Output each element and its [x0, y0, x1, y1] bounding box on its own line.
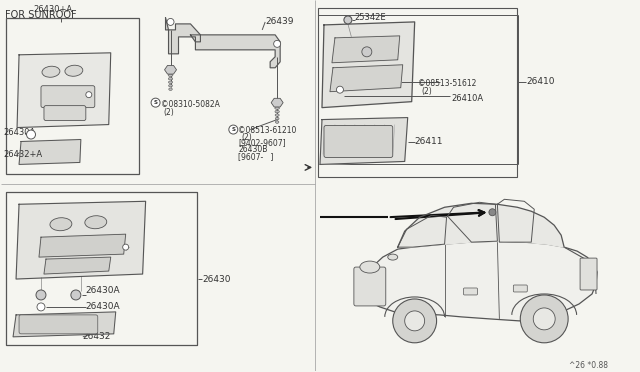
Circle shape — [520, 295, 568, 343]
Ellipse shape — [275, 110, 279, 113]
Bar — [6, 18, 139, 174]
Text: 26411: 26411 — [415, 137, 443, 146]
Polygon shape — [191, 35, 280, 68]
Ellipse shape — [360, 261, 380, 273]
Circle shape — [393, 299, 436, 343]
Ellipse shape — [275, 103, 280, 106]
Circle shape — [344, 16, 352, 24]
Circle shape — [86, 92, 92, 98]
Text: [9402-9607]: [9402-9607] — [238, 138, 286, 148]
Text: 26432+A: 26432+A — [3, 150, 42, 159]
Text: S: S — [154, 100, 157, 105]
Polygon shape — [355, 241, 597, 321]
Circle shape — [151, 98, 160, 107]
Polygon shape — [271, 98, 283, 107]
Text: ©08310-5082A: ©08310-5082A — [161, 100, 220, 109]
Text: ©08513-61210: ©08513-61210 — [238, 126, 297, 135]
Text: 26430A: 26430A — [3, 128, 35, 137]
Text: 26430A: 26430A — [86, 302, 120, 311]
Text: ^26 *0.88: ^26 *0.88 — [569, 361, 608, 370]
Text: [9607-   ]: [9607- ] — [238, 153, 274, 161]
Ellipse shape — [275, 107, 280, 109]
Text: 26410A: 26410A — [452, 94, 484, 103]
FancyBboxPatch shape — [354, 267, 386, 306]
Circle shape — [348, 77, 356, 86]
Circle shape — [489, 209, 496, 216]
Polygon shape — [166, 18, 200, 54]
Circle shape — [26, 130, 35, 139]
Text: FOR SUNROOF: FOR SUNROOF — [5, 10, 77, 20]
Polygon shape — [39, 234, 125, 257]
FancyBboxPatch shape — [324, 126, 393, 157]
FancyBboxPatch shape — [580, 258, 597, 290]
Circle shape — [37, 303, 45, 311]
Text: 26439: 26439 — [265, 17, 294, 26]
Ellipse shape — [42, 66, 60, 77]
Circle shape — [167, 19, 174, 25]
Text: (2): (2) — [422, 87, 433, 96]
Circle shape — [533, 308, 555, 330]
Polygon shape — [332, 36, 400, 63]
Ellipse shape — [85, 216, 107, 229]
FancyBboxPatch shape — [463, 288, 477, 295]
Ellipse shape — [388, 254, 397, 260]
Polygon shape — [44, 257, 111, 274]
Ellipse shape — [65, 65, 83, 76]
Polygon shape — [19, 140, 81, 164]
Text: 25342E: 25342E — [355, 13, 387, 22]
Ellipse shape — [50, 218, 72, 231]
Ellipse shape — [168, 77, 173, 80]
Text: 26432: 26432 — [83, 332, 111, 341]
Circle shape — [337, 86, 344, 93]
Ellipse shape — [275, 117, 279, 120]
Circle shape — [274, 40, 280, 47]
Polygon shape — [17, 53, 111, 128]
Bar — [6, 192, 197, 345]
Text: 26430+A: 26430+A — [33, 5, 72, 14]
Circle shape — [362, 47, 372, 57]
Text: 26430A: 26430A — [86, 286, 120, 295]
Polygon shape — [397, 203, 564, 247]
Text: (2): (2) — [164, 108, 174, 117]
Text: S: S — [353, 79, 357, 84]
Polygon shape — [322, 22, 415, 108]
Text: S: S — [231, 127, 236, 132]
Bar — [318, 8, 517, 177]
Polygon shape — [13, 312, 116, 337]
Ellipse shape — [275, 121, 279, 123]
Ellipse shape — [275, 114, 279, 116]
FancyBboxPatch shape — [19, 315, 98, 334]
Circle shape — [350, 77, 360, 86]
Circle shape — [71, 290, 81, 300]
Ellipse shape — [168, 71, 173, 73]
Text: ©08513-51612: ©08513-51612 — [418, 79, 476, 88]
Text: 26410: 26410 — [526, 77, 555, 86]
Ellipse shape — [168, 74, 173, 77]
Circle shape — [36, 290, 46, 300]
Polygon shape — [330, 65, 403, 92]
FancyBboxPatch shape — [41, 86, 95, 108]
Text: 26430: 26430 — [202, 275, 231, 283]
Text: S: S — [350, 79, 354, 84]
FancyBboxPatch shape — [513, 285, 527, 292]
Ellipse shape — [169, 88, 172, 90]
Ellipse shape — [168, 84, 172, 87]
Ellipse shape — [168, 81, 173, 83]
Circle shape — [404, 311, 424, 331]
Circle shape — [123, 244, 129, 250]
Text: 26430B: 26430B — [238, 145, 268, 154]
Polygon shape — [164, 65, 177, 74]
Circle shape — [229, 125, 238, 134]
Text: (2): (2) — [241, 132, 252, 141]
FancyBboxPatch shape — [44, 106, 86, 121]
Polygon shape — [320, 118, 408, 164]
Polygon shape — [16, 201, 146, 279]
